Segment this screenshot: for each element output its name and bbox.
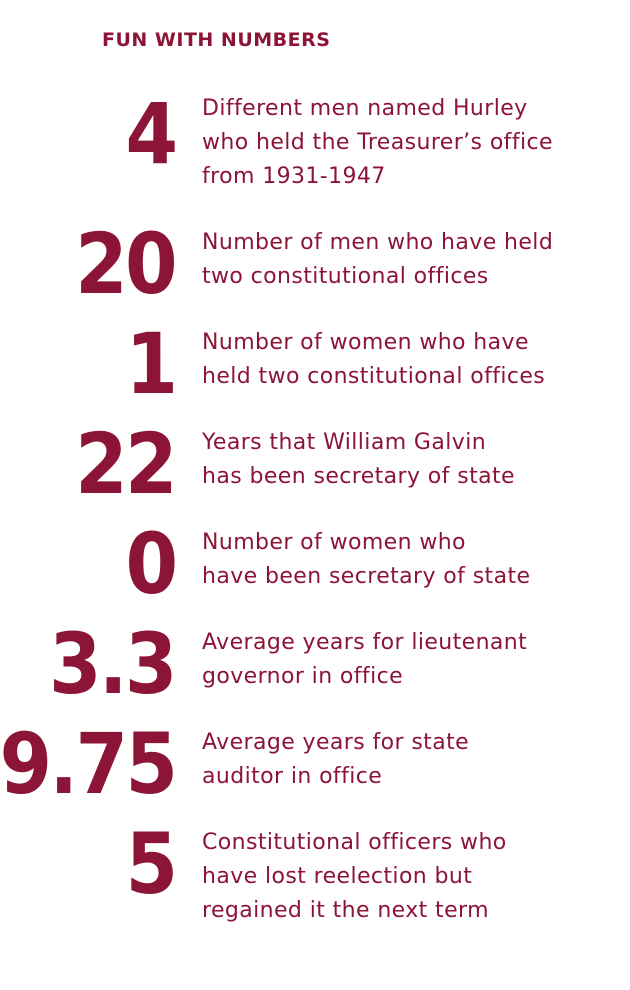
stat-description-line: Number of women who [202,530,466,555]
stat-description: Different men named Hurley who held the … [202,92,622,194]
stat-description-line: Number of women who have [202,330,529,355]
stat-description-line: held two constitutional offices [202,364,546,389]
stat-description: Constitutional officers who have lost re… [202,826,622,928]
stat-description: Average years for state auditor in offic… [202,726,622,794]
stat-number: 1 [125,315,178,413]
stat-number: 9.75 [0,715,178,813]
stat-description-line: Years that William Galvin [202,430,487,455]
stat-description-line: Number of men who have held [202,230,554,255]
stat-description: Years that William Galvin has been secre… [202,426,622,494]
stat-number: 0 [125,515,178,613]
stat-description-line: governor in office [202,664,404,689]
stat-description-line: two constitutional offices [202,264,489,289]
stat-description-line: Average years for state [202,730,470,755]
stat-description-line: have lost reelection but [202,864,473,889]
stat-description: Number of women who have held two consti… [202,326,622,394]
stat-description-line: Average years for lieutenant [202,630,528,655]
stat-description-line: have been secretary of state [202,564,531,589]
stat-description-line: regained it the next term [202,898,489,923]
stat-description: Number of women who have been secretary … [202,526,622,594]
stat-description-line: auditor in office [202,764,383,789]
page-heading: FUN WITH NUMBERS [102,29,331,51]
stat-description-line: has been secretary of state [202,464,515,489]
stat-number: 20 [75,215,178,313]
stat-description-line: Different men named Hurley [202,96,528,121]
stat-number: 22 [75,415,178,513]
stat-number: 3.3 [49,615,178,713]
stat-number: 5 [125,815,178,913]
stat-description-line: Constitutional officers who [202,830,507,855]
stat-number: 4 [125,85,178,183]
stat-description: Number of men who have held two constitu… [202,226,622,294]
stat-description: Average years for lieutenant governor in… [202,626,622,694]
stat-description-line: from 1931-1947 [202,164,386,189]
stat-description-line: who held the Treasurer’s office [202,130,553,155]
